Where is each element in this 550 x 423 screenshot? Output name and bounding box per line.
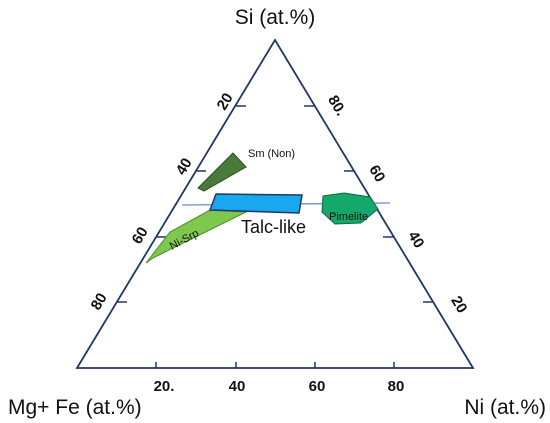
left-tick-label: 80 bbox=[88, 290, 111, 313]
left-edge-ticks bbox=[117, 105, 246, 303]
bottom-tick-label: 20. bbox=[154, 378, 175, 395]
left-tick-label: 20 bbox=[214, 90, 237, 113]
right-edge-ticks bbox=[304, 105, 433, 303]
right-tick-label: 60 bbox=[365, 162, 388, 185]
bottom-tick-label: 60 bbox=[309, 378, 326, 395]
bottom-tick-label: 40 bbox=[229, 378, 246, 395]
apex-right-label: Ni (at.%) bbox=[464, 396, 546, 419]
bottom-edge-ticks bbox=[155, 362, 395, 368]
left-tick-label: 40 bbox=[173, 155, 196, 178]
pimelite-label: Pimelite bbox=[329, 211, 368, 223]
pimelite-region bbox=[321, 192, 379, 225]
right-tick-label: 20 bbox=[447, 293, 470, 316]
apex-left-label: Mg+ Fe (at.%) bbox=[8, 396, 142, 419]
talc-label: Talc-like bbox=[241, 217, 306, 237]
left-tick-label: 60 bbox=[129, 224, 152, 247]
right-tick-label: 40 bbox=[404, 228, 427, 251]
bottom-tick-label: 80 bbox=[388, 378, 405, 395]
talc-region bbox=[208, 193, 303, 214]
apex-top-label: Si (at.%) bbox=[235, 6, 316, 29]
smectite-label: Sm (Non) bbox=[248, 148, 295, 160]
right-tick-label: 80. bbox=[324, 92, 349, 119]
smectite-region bbox=[197, 152, 247, 192]
